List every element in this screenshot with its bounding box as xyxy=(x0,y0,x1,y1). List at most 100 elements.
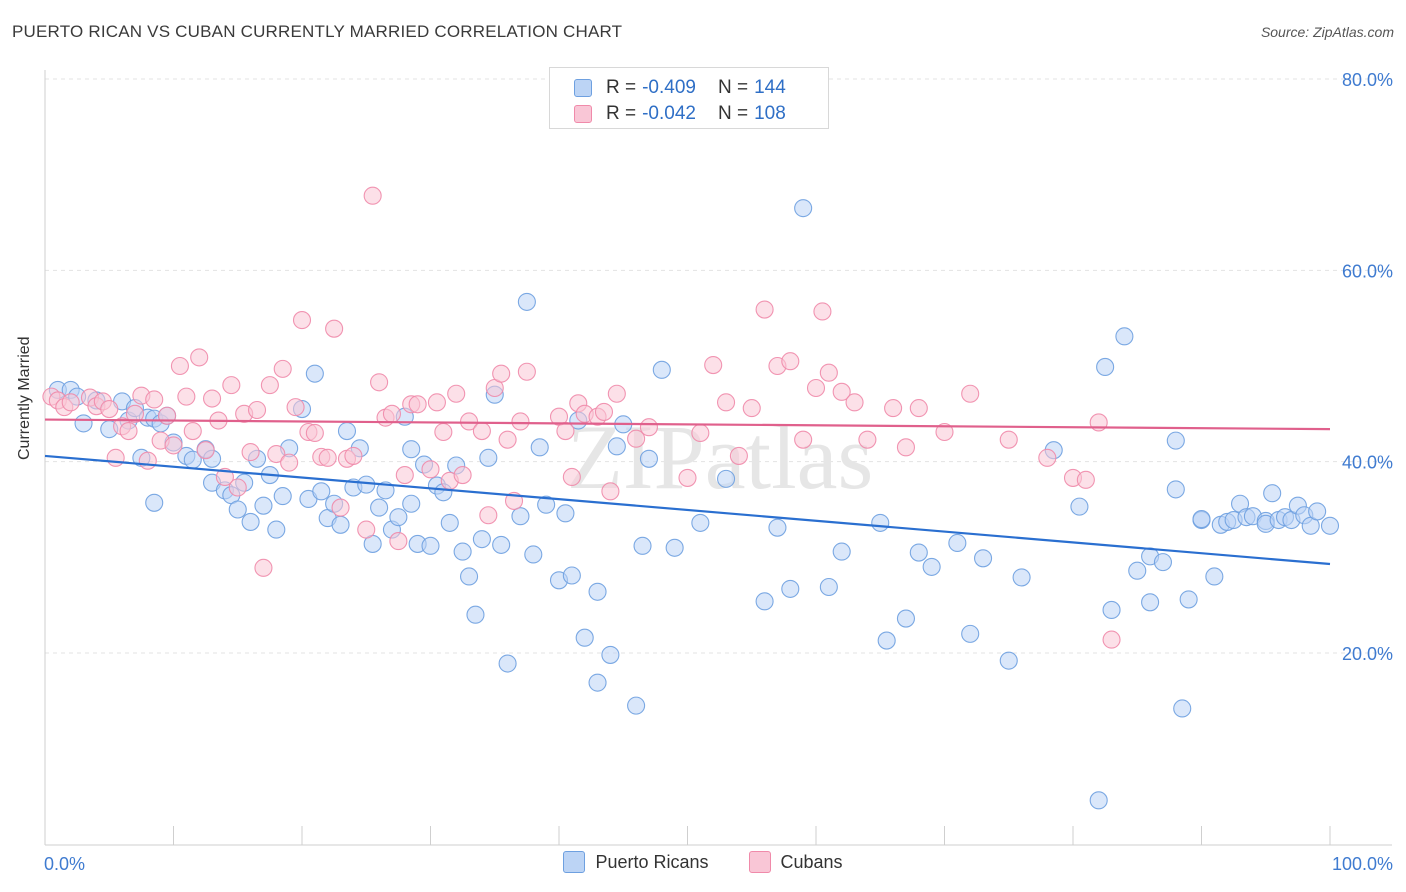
cuban-point xyxy=(607,384,626,403)
cuban-point xyxy=(138,451,157,470)
cuban-point xyxy=(318,448,337,467)
cuban-point xyxy=(511,412,530,431)
cuban-point xyxy=(427,393,446,412)
x-tick-label: 0.0% xyxy=(44,854,85,874)
y-tick-label: 20.0% xyxy=(1342,644,1393,664)
x-tick-label: 100.0% xyxy=(1332,854,1393,874)
legend-r-value: -0.409 xyxy=(642,77,696,98)
puerto-rican-point xyxy=(267,520,286,539)
puerto-rican-point xyxy=(1102,600,1121,620)
source-credit: Source: ZipAtlas.com xyxy=(1260,24,1394,40)
cuban-point xyxy=(421,460,440,479)
cuban-point xyxy=(106,448,125,467)
puerto-rican-point xyxy=(524,545,543,564)
cuban-point xyxy=(273,359,292,378)
puerto-rican-point xyxy=(254,496,273,515)
puerto-rican-point xyxy=(832,542,851,561)
cuban-point xyxy=(794,430,813,449)
trend-lines xyxy=(44,418,1331,566)
cuban-point xyxy=(196,441,215,460)
cuban-point xyxy=(1076,470,1095,489)
puerto-rican-point xyxy=(305,364,324,383)
cuban-point xyxy=(909,399,928,418)
puerto-rican-point xyxy=(517,292,536,311)
puerto-rican-point xyxy=(1153,553,1172,572)
cuban-point xyxy=(691,423,710,443)
puerto-rican-point xyxy=(228,500,247,519)
puerto-rican-point xyxy=(241,512,260,531)
cuban-point xyxy=(845,393,864,412)
cuban-point xyxy=(556,422,575,441)
cuban-point xyxy=(331,498,350,517)
cuban-point xyxy=(203,389,222,408)
puerto-rican-point xyxy=(781,579,800,598)
puerto-rican-point xyxy=(1263,484,1282,503)
puerto-rican-point xyxy=(440,513,459,532)
legend-label-puerto-ricans: Puerto Ricans xyxy=(595,851,709,872)
cuban-point xyxy=(61,393,80,412)
cuban-point xyxy=(498,430,517,449)
cuban-point xyxy=(832,382,851,401)
cuban-point xyxy=(344,446,363,465)
cuban-point xyxy=(1038,448,1057,467)
puerto-rican-point xyxy=(639,449,659,468)
puerto-rican-point xyxy=(1205,567,1224,586)
cuban-point xyxy=(389,532,408,551)
legend-r-value: -0.042 xyxy=(642,103,696,124)
puerto-rican-point xyxy=(453,542,472,561)
cuban-point xyxy=(100,399,119,419)
cuban-point xyxy=(492,364,511,383)
puerto-rican-point xyxy=(74,414,93,433)
legend-item-puerto-ricans[interactable]: Puerto Ricans xyxy=(563,851,709,873)
cuban-point xyxy=(678,468,697,487)
puerto-rican-point xyxy=(794,199,813,218)
cuban-point xyxy=(562,467,581,487)
puerto-rican-point xyxy=(376,481,395,500)
cuban-point xyxy=(357,520,376,539)
puerto-rican-point xyxy=(402,440,421,459)
cuban-point xyxy=(363,186,382,205)
legend-item-cubans[interactable]: Cubans xyxy=(748,851,843,873)
puerto-rican-point xyxy=(1320,516,1340,535)
cuban-point xyxy=(241,443,260,462)
puerto-rican-point xyxy=(665,538,684,557)
puerto-rican-point xyxy=(627,696,646,715)
cuban-point xyxy=(177,387,196,406)
cuban-point xyxy=(280,453,299,472)
cuban-point xyxy=(183,422,202,441)
puerto-rican-point xyxy=(896,609,916,628)
puerto-rican-point xyxy=(922,557,941,576)
legend-r-label: R = xyxy=(606,103,637,124)
cuban-point xyxy=(305,423,324,443)
correlation-legend: R = -0.409 N = 144 R = -0.042 N = 108 xyxy=(549,67,829,129)
legend-swatch-cubans xyxy=(748,851,771,873)
puerto-rican-point xyxy=(652,360,671,379)
cuban-point xyxy=(884,399,903,418)
puerto-rican-point xyxy=(472,530,491,549)
puerto-rican-point xyxy=(530,438,549,457)
y-tick-label: 80.0% xyxy=(1342,70,1393,90)
cuban-point xyxy=(447,384,466,403)
cuban-point xyxy=(222,376,241,395)
puerto-rican-point xyxy=(575,628,594,647)
puerto-rican-point xyxy=(389,508,408,527)
cuban-point xyxy=(215,467,234,487)
cuban-point xyxy=(999,430,1018,449)
series-cubans xyxy=(42,186,1121,649)
cuban-point xyxy=(729,446,748,465)
puerto-rican-point xyxy=(633,536,652,555)
series-legend: Puerto Ricans Cubans xyxy=(0,851,1406,873)
cuban-point xyxy=(935,422,954,442)
puerto-rican-point xyxy=(1128,561,1147,580)
puerto-rican-point xyxy=(1179,590,1198,609)
puerto-rican-point xyxy=(601,645,620,664)
cuban-point xyxy=(742,399,761,418)
cuban-point xyxy=(627,429,646,448)
puerto-rican-point xyxy=(877,631,896,650)
cuban-point xyxy=(170,356,189,376)
cuban-point xyxy=(896,438,916,457)
puerto-rican-point xyxy=(402,494,421,513)
puerto-rican-point xyxy=(331,515,350,534)
cuban-point xyxy=(325,319,344,338)
puerto-rican-point xyxy=(871,513,890,532)
